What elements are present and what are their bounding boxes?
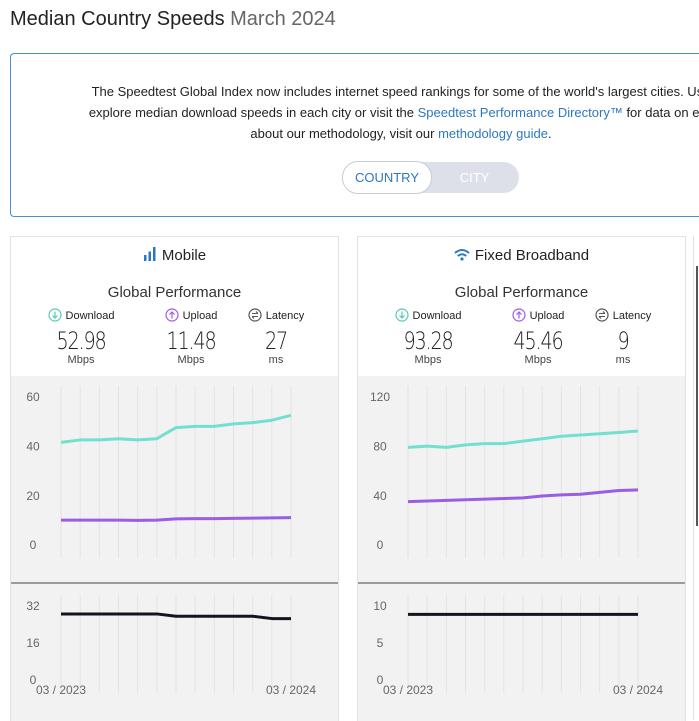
panel-title-text: Mobile bbox=[161, 247, 207, 264]
y-tick-label: 40 bbox=[26, 440, 40, 454]
y-tick-label: 120 bbox=[370, 390, 390, 404]
y-tick-label: 0 bbox=[30, 538, 37, 552]
metric-label-text: Latency bbox=[612, 310, 652, 322]
y-tick-label: 16 bbox=[26, 636, 40, 650]
metric-label: Upload bbox=[141, 308, 241, 322]
metric-value: 93.28 bbox=[403, 327, 454, 355]
x-tick-label: 03 / 2023 bbox=[383, 683, 433, 697]
y-tick-label: 10 bbox=[373, 599, 387, 613]
y-tick-label: 60 bbox=[26, 390, 40, 404]
metric-unit: ms bbox=[615, 354, 631, 366]
panel-icon bbox=[143, 247, 156, 261]
y-tick-label: 40 bbox=[373, 489, 387, 503]
page-subtitle: March 2024 bbox=[230, 8, 336, 30]
y-tick-label: 0 bbox=[30, 673, 37, 687]
metric-unit: Mbps bbox=[67, 354, 95, 366]
metric-unit: Mbps bbox=[524, 354, 552, 366]
metric-unit: ms bbox=[268, 354, 284, 366]
metric-label-text: Download bbox=[412, 310, 462, 322]
panel-mobile: 0 20 40 60 0 16 32 03 / 2023 03 / 2024 Mobile Glob… bbox=[10, 236, 339, 721]
metric-label: Download bbox=[378, 308, 478, 322]
panel-subtitle: Global Performance bbox=[454, 284, 589, 301]
metric-value: 45.46 bbox=[513, 327, 564, 355]
series-line bbox=[407, 429, 639, 449]
panel-charts: 0 40 80 120 0 5 10 03 / 2023 03 / 2024 bbox=[358, 376, 685, 721]
metric-label-text: Upload bbox=[182, 310, 218, 322]
chart-background bbox=[11, 376, 338, 721]
metric-icon bbox=[248, 308, 262, 322]
intro-line: The Speedtest Global Index now includes … bbox=[91, 84, 699, 99]
y-tick-label: 0 bbox=[377, 538, 384, 552]
text: about our methodology, visit our bbox=[250, 126, 439, 141]
series-line bbox=[60, 413, 292, 444]
metric-icon bbox=[595, 308, 609, 322]
text: . bbox=[547, 126, 552, 141]
text: for data on eve bbox=[626, 105, 699, 120]
y-tick-label: 0 bbox=[377, 673, 384, 687]
y-tick-label: 32 bbox=[26, 599, 40, 613]
intro-text: The Speedtest Global Index now includes … bbox=[11, 81, 699, 144]
metric-icon bbox=[164, 308, 179, 322]
metric-icon bbox=[47, 308, 62, 322]
metric-icon bbox=[511, 308, 526, 322]
x-tick-label: 03 / 2023 bbox=[36, 683, 86, 697]
intro-line: explore median download speeds in each c… bbox=[11, 102, 699, 123]
metric-label-text: Download bbox=[65, 310, 115, 322]
directory-link[interactable]: Speedtest Performance Directory™ bbox=[417, 105, 623, 120]
metric-value: 11.48 bbox=[166, 327, 217, 355]
panel-icon bbox=[454, 249, 470, 261]
text: explore median download speeds in each c… bbox=[88, 105, 418, 120]
series-line bbox=[61, 516, 292, 522]
y-tick-label: 20 bbox=[26, 489, 40, 503]
chart-background bbox=[358, 376, 685, 721]
metric-label-text: Upload bbox=[529, 310, 565, 322]
panel-fixed: 0 40 80 120 0 5 10 03 / 2023 03 / 2024 Fixed Broa… bbox=[357, 236, 686, 721]
panel-title-text: Fixed Broadband bbox=[474, 247, 590, 264]
y-tick-label: 80 bbox=[373, 440, 387, 454]
page-title: Median Country Speeds bbox=[10, 8, 225, 30]
methodology-link[interactable]: methodology guide bbox=[438, 126, 548, 141]
metric-label: Latency bbox=[226, 308, 326, 322]
panel-title: Mobile bbox=[11, 247, 338, 264]
metric-value: 9 bbox=[617, 327, 629, 355]
metric-value: 27 bbox=[264, 327, 288, 355]
toggle-option[interactable]: COUNTRY bbox=[342, 161, 432, 194]
x-tick-label: 03 / 2024 bbox=[266, 683, 316, 697]
series-line bbox=[61, 612, 291, 621]
panel-title: Fixed Broadband bbox=[358, 247, 685, 264]
metric-label: Latency bbox=[573, 308, 673, 322]
metric-label: Upload bbox=[488, 308, 588, 322]
metric-unit: Mbps bbox=[177, 354, 205, 366]
y-tick-label: 5 bbox=[377, 636, 384, 650]
x-tick-label: 03 / 2024 bbox=[613, 683, 663, 697]
series-line bbox=[407, 488, 639, 504]
toggle-option[interactable]: CITY bbox=[459, 170, 490, 185]
metric-unit: Mbps bbox=[414, 354, 442, 366]
metric-icon bbox=[394, 308, 409, 322]
intro-line: about our methodology, visit our methodo… bbox=[11, 123, 699, 144]
panel-subtitle: Global Performance bbox=[107, 284, 242, 301]
metric-label-text: Latency bbox=[265, 310, 305, 322]
toggle: COUNTRY CITY bbox=[342, 161, 519, 194]
intro-box: The Speedtest Global Index now includes … bbox=[10, 53, 699, 217]
divider bbox=[696, 266, 698, 526]
panel-charts: 0 20 40 60 0 16 32 03 / 2023 03 / 2024 bbox=[11, 376, 338, 721]
next-panel-edge bbox=[693, 236, 699, 720]
metric-value: 52.98 bbox=[56, 327, 107, 355]
metric-label: Download bbox=[31, 308, 131, 322]
page-header: Median Country Speeds March 2024 bbox=[10, 8, 336, 31]
